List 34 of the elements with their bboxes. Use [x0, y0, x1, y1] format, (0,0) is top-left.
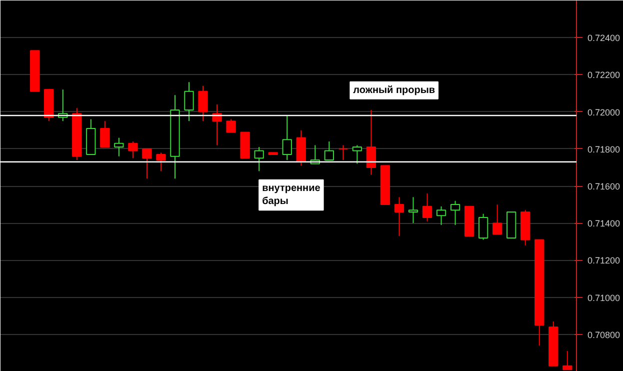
annotation: ложный прорыв: [353, 84, 436, 96]
candlestick: [338, 144, 348, 161]
candlestick: [212, 104, 222, 146]
candlestick: [436, 206, 446, 226]
candlestick: [100, 120, 110, 148]
candlestick: [282, 115, 292, 161]
y-tick-label: 0.71000: [588, 292, 620, 303]
candlestick: [142, 148, 152, 180]
candlestick: [492, 204, 502, 235]
y-tick-label: 0.70800: [588, 330, 620, 340]
candlestick: [184, 82, 194, 122]
candlestick: [114, 137, 124, 157]
candlestick: [254, 146, 264, 172]
candlestick: [198, 85, 208, 122]
candlestick: [422, 192, 432, 222]
candlestick: [478, 213, 488, 240]
y-tick-label: 0.71800: [588, 144, 620, 154]
annotation: внутренние бары: [262, 182, 321, 208]
candlestick: [562, 350, 572, 370]
y-tick-label: 0.72200: [588, 70, 620, 80]
y-tick-label: 0.71200: [588, 256, 620, 266]
candlestick: [156, 152, 166, 172]
candlestick: [366, 109, 376, 176]
y-tick-label: 0.71400: [588, 218, 620, 229]
candlestick: [128, 140, 138, 159]
y-tick-label: 0.72400: [588, 33, 620, 44]
candlestick: [450, 200, 460, 226]
y-tick-label: 0.71600: [588, 182, 620, 192]
y-tick-label: 0.72000: [588, 107, 620, 118]
candlestick: [408, 196, 418, 224]
candlestick: [226, 118, 236, 133]
candlestick: [394, 196, 404, 237]
candlestick: [352, 144, 362, 164]
candlestick: [324, 140, 334, 161]
